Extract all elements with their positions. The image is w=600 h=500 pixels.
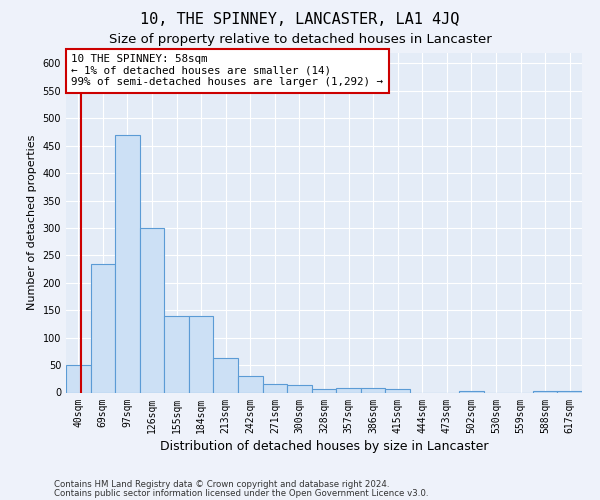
Bar bbox=[361, 388, 385, 392]
Bar bbox=[459, 391, 484, 392]
Text: 10, THE SPINNEY, LANCASTER, LA1 4JQ: 10, THE SPINNEY, LANCASTER, LA1 4JQ bbox=[140, 12, 460, 28]
Text: Contains public sector information licensed under the Open Government Licence v3: Contains public sector information licen… bbox=[54, 488, 428, 498]
Bar bbox=[140, 228, 164, 392]
Bar bbox=[533, 391, 557, 392]
Bar bbox=[312, 388, 336, 392]
Bar bbox=[115, 135, 140, 392]
Bar bbox=[189, 316, 214, 392]
Text: 10 THE SPINNEY: 58sqm
← 1% of detached houses are smaller (14)
99% of semi-detac: 10 THE SPINNEY: 58sqm ← 1% of detached h… bbox=[71, 54, 383, 88]
Bar bbox=[214, 358, 238, 392]
Bar bbox=[557, 391, 582, 392]
Y-axis label: Number of detached properties: Number of detached properties bbox=[27, 135, 37, 310]
Bar bbox=[263, 384, 287, 392]
Bar bbox=[287, 385, 312, 392]
Bar bbox=[164, 316, 189, 392]
Bar bbox=[91, 264, 115, 392]
Bar bbox=[385, 389, 410, 392]
Bar bbox=[238, 376, 263, 392]
Text: Contains HM Land Registry data © Crown copyright and database right 2024.: Contains HM Land Registry data © Crown c… bbox=[54, 480, 389, 489]
Bar bbox=[336, 388, 361, 392]
Text: Size of property relative to detached houses in Lancaster: Size of property relative to detached ho… bbox=[109, 32, 491, 46]
X-axis label: Distribution of detached houses by size in Lancaster: Distribution of detached houses by size … bbox=[160, 440, 488, 452]
Bar bbox=[66, 365, 91, 392]
